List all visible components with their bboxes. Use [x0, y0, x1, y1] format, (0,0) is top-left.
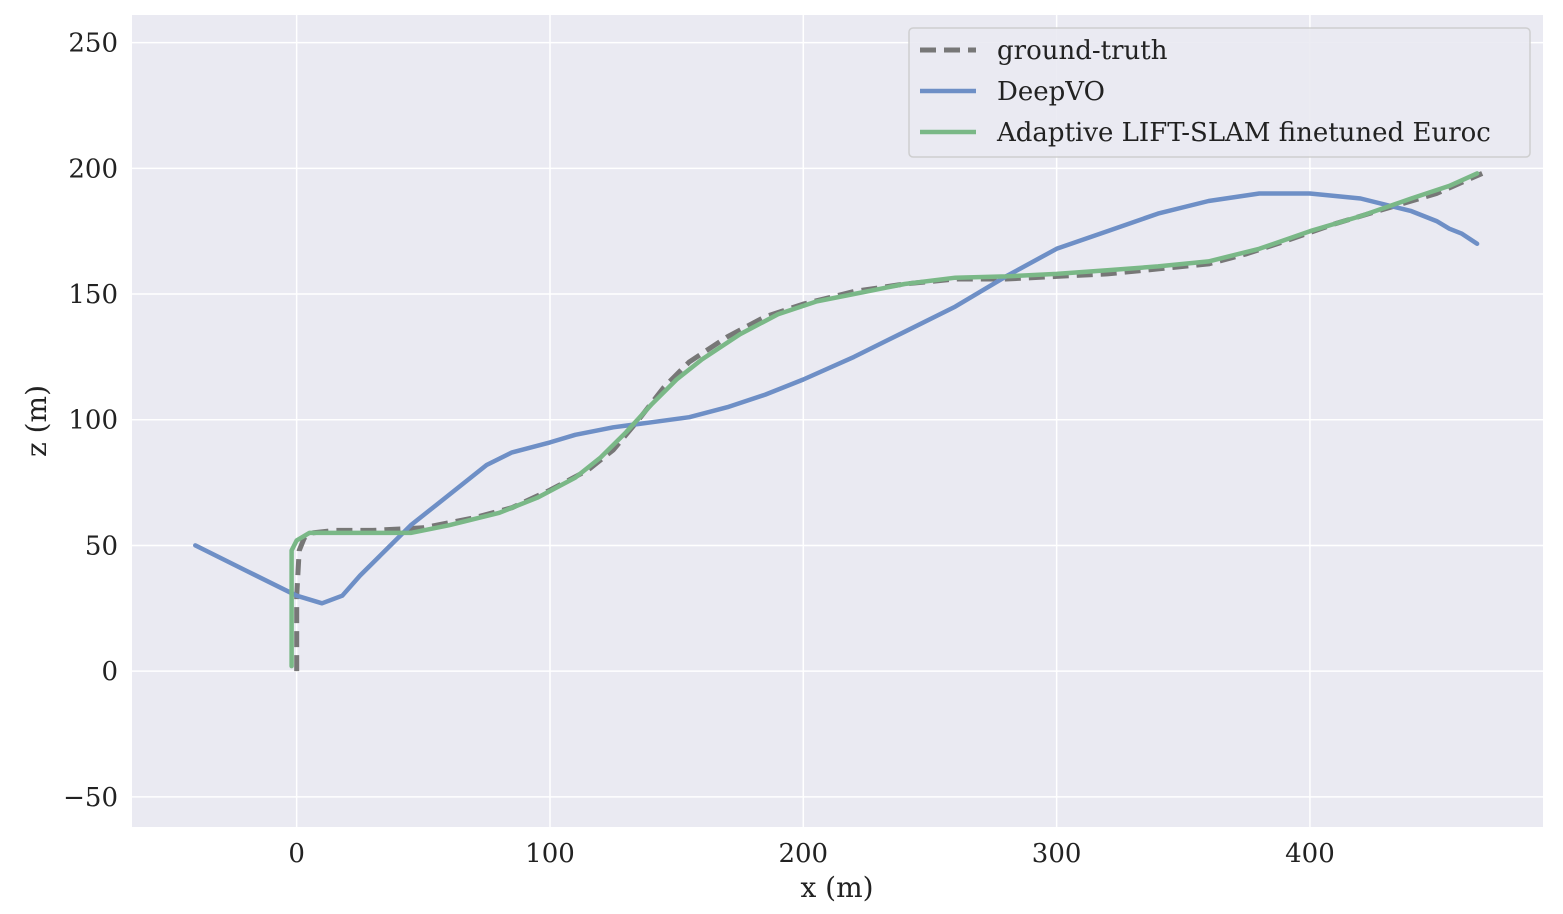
- y-axis-label: z (m): [20, 385, 53, 457]
- y-tick-label: 250: [68, 29, 118, 59]
- y-tick-label: 150: [68, 280, 118, 310]
- y-tick-label: −50: [63, 783, 118, 813]
- x-tick-label: 300: [1032, 839, 1082, 869]
- legend-label: DeepVO: [997, 77, 1105, 107]
- grid: [132, 15, 1543, 827]
- x-tick-label: 400: [1285, 839, 1335, 869]
- legend-box: [908, 27, 1531, 158]
- series-line-adaptive-lift-slam-finetuned-euroc: [289, 171, 1480, 669]
- x-axis-label: x (m): [800, 871, 873, 904]
- legend: ground-truth DeepVO Adaptive LIFT-SLAM fin…: [908, 27, 1531, 158]
- tick-labels: 0 100 200 300 400 −50 0 50 100 150 200 250: [63, 29, 1335, 869]
- legend-label: ground-truth: [997, 36, 1168, 66]
- y-tick-label: 0: [101, 657, 118, 687]
- legend-label: Adaptive LIFT-SLAM finetuned Euroc: [996, 118, 1491, 148]
- x-tick-label: 0: [288, 839, 305, 869]
- series-layer: [193, 171, 1484, 672]
- x-tick-label: 200: [778, 839, 828, 869]
- y-tick-label: 100: [68, 406, 118, 436]
- x-tick-label: 100: [525, 839, 575, 869]
- series-line-deepvo: [193, 191, 1480, 606]
- y-tick-label: 200: [68, 154, 118, 184]
- y-tick-label: 50: [85, 531, 118, 561]
